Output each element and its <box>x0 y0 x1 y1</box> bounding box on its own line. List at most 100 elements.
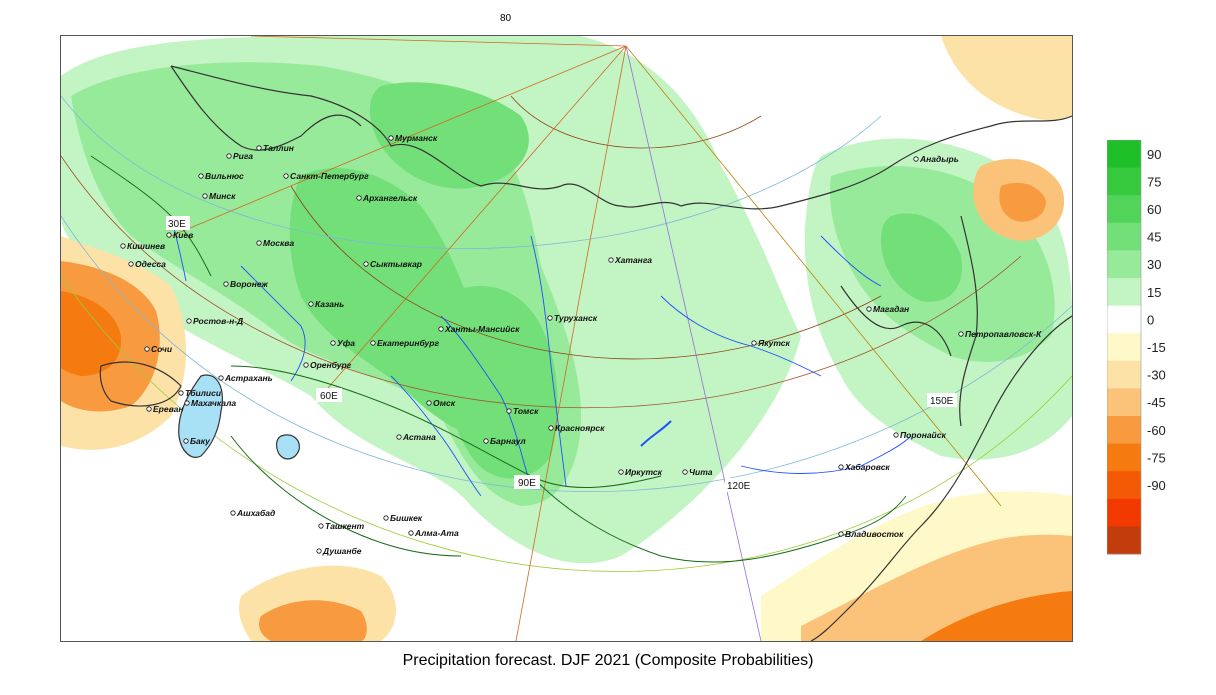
city-label: Анадырь <box>919 154 959 164</box>
city-marker: Якутск <box>751 338 791 348</box>
meridian-label-120e: 120E <box>727 481 751 492</box>
city-marker: Санкт-Петербург <box>283 171 369 181</box>
city-dot <box>146 406 152 412</box>
city-label: Якутск <box>757 338 791 348</box>
colorbar-tick-label: -75 <box>1147 450 1166 465</box>
city-label: Туруханск <box>554 313 598 323</box>
city-label: Екатеринбург <box>377 338 439 348</box>
positive-anomaly-core-north <box>369 82 529 189</box>
city-dot <box>308 301 314 307</box>
city-marker: Барнаул <box>483 436 526 446</box>
city-dot <box>548 425 554 431</box>
city-dot <box>356 195 362 201</box>
city-label: Поронайск <box>900 430 946 440</box>
precipitation-field <box>61 36 1072 641</box>
city-label: Чита <box>689 467 713 477</box>
city-marker: Ашхабад <box>230 508 275 518</box>
colorbar-swatch <box>1107 305 1141 334</box>
city-label: Одесса <box>135 259 166 269</box>
city-label: Владивосток <box>845 529 904 539</box>
colorbar-swatch <box>1107 416 1141 445</box>
city-marker: Ханты-Мансийск <box>438 324 520 334</box>
border-russia-china <box>530 475 907 563</box>
city-dot <box>893 432 899 438</box>
city-marker: Магадан <box>866 304 909 314</box>
city-dot <box>383 515 389 521</box>
city-dot <box>226 153 232 159</box>
river-irtysh <box>390 375 482 497</box>
city-label: Хабаровск <box>844 462 890 472</box>
city-dot <box>608 257 614 263</box>
coastline-caspian <box>178 374 223 458</box>
city-label: Санкт-Петербург <box>290 171 369 181</box>
city-dot <box>198 173 204 179</box>
city-dot <box>230 510 236 516</box>
meridian-west <box>250 36 627 47</box>
meridian-90e <box>515 45 627 641</box>
border-russia-kazakhstan <box>230 365 662 489</box>
colorbar-outline <box>1107 140 1142 555</box>
city-label: Казань <box>315 299 344 309</box>
city-label: Ташкент <box>325 521 365 531</box>
negative-anomaly-core-pacific <box>921 591 1072 641</box>
city-label: Алма-Ата <box>414 528 459 538</box>
city-dot <box>330 340 336 346</box>
city-marker: Душанбе <box>316 546 362 556</box>
city-marker: Воронеж <box>223 279 268 289</box>
city-marker: Минск <box>202 191 236 201</box>
meridian-60e <box>320 45 627 397</box>
city-marker: Мурманск <box>388 133 438 143</box>
city-label: Киев <box>173 230 193 240</box>
city-marker: Владивосток <box>838 529 904 539</box>
city-marker: Анадырь <box>913 154 959 164</box>
city-label: Ростов-н-Д <box>193 316 243 326</box>
coastline-okhotsk <box>840 285 952 357</box>
city-marker: Хабаровск <box>838 462 890 472</box>
meridian-label-60e: 60E <box>320 391 338 402</box>
graticule-labels: 30E 60E 90E 120E 150E <box>166 216 957 492</box>
border-west-europe <box>90 155 212 277</box>
meridian-30e <box>170 45 627 237</box>
city-dot <box>370 340 376 346</box>
city-marker: Ереван <box>146 404 183 414</box>
city-dot <box>186 318 192 324</box>
colorbar-labels: 90 75 60 45 30 15 0 -15 -30 -45 -60 -75 -90 <box>1147 147 1166 493</box>
negative-anomaly-area-northeast <box>941 36 1072 121</box>
city-label: Сыктывкар <box>370 259 422 269</box>
cities: Мурманск Рига Таллин Вильнюс Санкт-Петербург… <box>120 133 1042 556</box>
city-label: Омск <box>433 398 456 408</box>
colorbar-swatch <box>1107 333 1141 362</box>
city-marker: Екатеринбург <box>370 338 439 348</box>
top-graticule-label-80: 80 <box>500 13 512 24</box>
positive-anomaly-core-siberia <box>438 286 558 479</box>
city-dot <box>256 145 262 151</box>
city-label: Вильнюс <box>205 171 244 181</box>
map-canvas: Мурманск Рига Таллин Вильнюс Санкт-Петербург… <box>61 36 1072 641</box>
city-marker: Архангельск <box>356 193 418 203</box>
city-label: Ереван <box>153 404 183 414</box>
city-dot <box>120 243 126 249</box>
negative-anomaly-core-south <box>259 600 367 641</box>
country-borders <box>90 155 907 563</box>
city-dot <box>506 408 512 414</box>
city-marker: Казань <box>308 299 344 309</box>
river-lena <box>660 295 822 377</box>
colorbar-tick-label: 75 <box>1147 174 1161 189</box>
latitude-line-arc-d <box>61 95 882 249</box>
city-dot <box>363 261 369 267</box>
city-dot <box>303 362 309 368</box>
city-label: Ашхабад <box>236 508 275 518</box>
coastline-scandinavia <box>170 65 362 151</box>
city-label: Красноярск <box>555 423 605 433</box>
colorbar-tick-label: -15 <box>1147 340 1166 355</box>
colorbar-swatch <box>1107 278 1141 307</box>
colorbar-swatch <box>1107 526 1141 555</box>
graticule <box>61 36 1072 641</box>
city-marker: Поронайск <box>893 430 946 440</box>
colorbar-tick-label: 45 <box>1147 230 1161 245</box>
colorbar-swatch <box>1107 140 1141 169</box>
colorbar-swatch <box>1107 167 1141 196</box>
city-label: Мурманск <box>395 133 438 143</box>
colorbar-swatch <box>1107 195 1141 224</box>
city-marker: Чита <box>682 467 713 477</box>
